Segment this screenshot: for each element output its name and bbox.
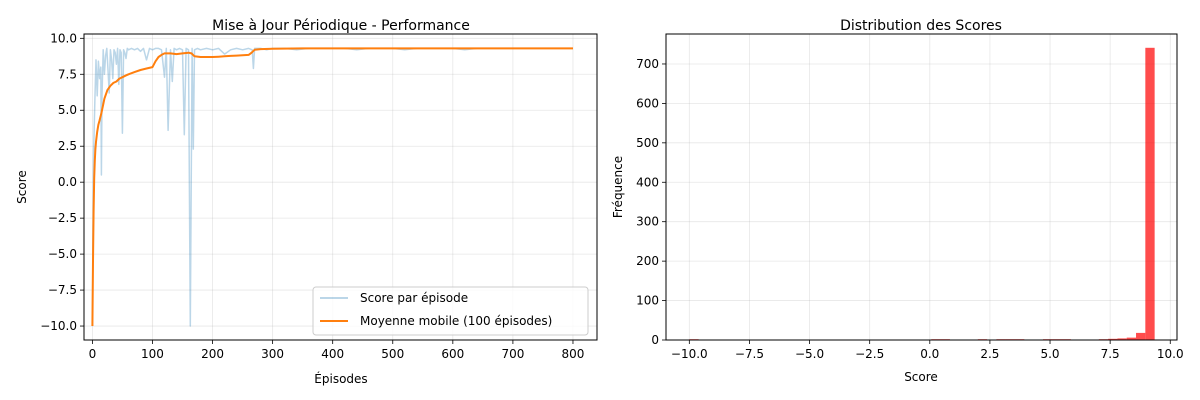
x-tick-label: −5.0 — [795, 347, 824, 361]
y-tick-label: 200 — [636, 254, 659, 268]
x-tick-label: 100 — [141, 347, 164, 361]
legend-label-moving-average: Moyenne mobile (100 épisodes) — [360, 314, 552, 328]
x-tick-label: 600 — [441, 347, 464, 361]
y-tick-label: 700 — [636, 57, 659, 71]
histogram-bar — [1126, 337, 1137, 340]
y-tick-label: 0 — [651, 333, 659, 347]
x-tick-label: 300 — [261, 347, 284, 361]
y-tick-label: 2.5 — [58, 139, 77, 153]
y-tick-label: 100 — [636, 294, 659, 308]
score-distribution-chart: Distribution des Scores −10.0 −7.5 −5.0 −2.… — [611, 18, 1184, 384]
performance-chart-ticks: 0 100 200 300 400 500 600 700 800 −10.0 −7.5 −5.0 −2… — [40, 31, 584, 361]
y-tick-label: 600 — [636, 96, 659, 110]
x-tick-label: 5.0 — [1040, 347, 1059, 361]
y-tick-label: 10.0 — [50, 31, 77, 45]
x-tick-label: 700 — [501, 347, 524, 361]
y-tick-label: 5.0 — [58, 103, 77, 117]
performance-chart: Mise à Jour Périodique - Performance 0 10… — [15, 18, 598, 386]
x-tick-label: 10.0 — [1157, 347, 1184, 361]
y-tick-label: −2.5 — [48, 211, 77, 225]
x-tick-label: 7.5 — [1101, 347, 1120, 361]
x-tick-label: −10.0 — [671, 347, 708, 361]
y-tick-label: 400 — [636, 175, 659, 189]
histogram-bar — [1117, 338, 1127, 340]
x-tick-label: 500 — [381, 347, 404, 361]
y-tick-label: 7.5 — [58, 67, 77, 81]
x-tick-label: 800 — [562, 347, 585, 361]
x-tick-label: 400 — [321, 347, 344, 361]
x-tick-label: 0.0 — [920, 347, 939, 361]
score-distribution-ylabel: Fréquence — [611, 156, 625, 218]
score-distribution-xlabel: Score — [904, 370, 938, 384]
performance-chart-series — [91, 47, 573, 327]
y-tick-label: 300 — [636, 215, 659, 229]
legend-label-score-per-episode: Score par épisode — [360, 291, 468, 305]
series-line-moving-average — [91, 47, 573, 327]
histogram-bar — [1136, 332, 1146, 340]
x-tick-label: 200 — [201, 347, 224, 361]
performance-chart-ylabel: Score — [15, 170, 29, 204]
x-tick-label: −7.5 — [735, 347, 764, 361]
x-tick-label: 0 — [89, 347, 97, 361]
y-tick-label: 0.0 — [58, 175, 77, 189]
score-distribution-frame — [665, 33, 1178, 341]
y-tick-label: −10.0 — [40, 319, 77, 333]
y-tick-label: 500 — [636, 136, 659, 150]
y-tick-label: −5.0 — [48, 247, 77, 261]
x-tick-label: 2.5 — [980, 347, 999, 361]
y-tick-label: −7.5 — [48, 283, 77, 297]
histogram-bar — [1108, 338, 1118, 340]
score-distribution-ticks: −10.0 −7.5 −5.0 −2.5 0.0 2.5 5.0 7.5 10.0 0 100 200… — [636, 57, 1184, 361]
performance-chart-frame — [83, 33, 598, 341]
score-distribution-title: Distribution des Scores — [840, 18, 1002, 34]
histogram-bar — [1145, 47, 1155, 341]
performance-chart-xlabel: Épisodes — [314, 371, 367, 386]
x-tick-label: −2.5 — [855, 347, 884, 361]
performance-chart-legend: Score par épisode Moyenne mobile (100 ép… — [312, 286, 589, 336]
legend-box — [312, 286, 589, 336]
performance-chart-title: Mise à Jour Périodique - Performance — [212, 18, 470, 34]
